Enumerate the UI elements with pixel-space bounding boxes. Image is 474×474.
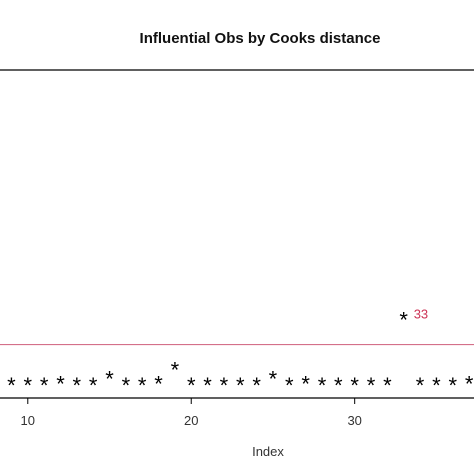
data-point-30: * (350, 373, 359, 398)
data-point-12: * (56, 371, 65, 396)
data-point-37: * (465, 371, 474, 396)
data-point-32: * (383, 373, 392, 398)
data-point-23: * (236, 373, 245, 398)
data-point-35: * (432, 373, 441, 398)
data-point-25: * (269, 367, 278, 392)
data-point-15: * (105, 367, 114, 392)
data-point-17: * (138, 373, 147, 398)
point-annotations: 33 (414, 306, 428, 321)
data-point-27: * (301, 371, 310, 396)
data-point-21: * (203, 373, 212, 398)
x-axis-ticks: 10 20 30 (21, 398, 362, 428)
x-tick-label: 10 (21, 413, 35, 428)
x-tick-label: 20 (184, 413, 198, 428)
data-point-20: * (187, 373, 196, 398)
point-label-33: 33 (414, 306, 428, 321)
data-point-29: * (334, 373, 343, 398)
data-point-11: * (40, 373, 49, 398)
data-point-31: * (367, 373, 376, 398)
chart-title: Influential Obs by Cooks distance (140, 30, 381, 47)
data-point-36: * (448, 373, 457, 398)
data-point-28: * (318, 373, 327, 398)
data-point-18: * (154, 371, 163, 396)
data-point-24: * (252, 373, 261, 398)
x-tick-label: 30 (347, 413, 361, 428)
data-points: ****************************** (7, 307, 474, 398)
data-point-14: * (89, 373, 98, 398)
x-axis-label: Index (252, 444, 284, 459)
data-point-10: * (24, 373, 33, 398)
data-point-26: * (285, 373, 294, 398)
data-point-13: * (73, 373, 82, 398)
data-point-33: * (399, 307, 408, 332)
data-point-9: * (7, 373, 16, 398)
data-point-19: * (171, 357, 180, 382)
data-point-22: * (220, 373, 229, 398)
data-point-16: * (122, 373, 131, 398)
data-point-34: * (416, 373, 425, 398)
